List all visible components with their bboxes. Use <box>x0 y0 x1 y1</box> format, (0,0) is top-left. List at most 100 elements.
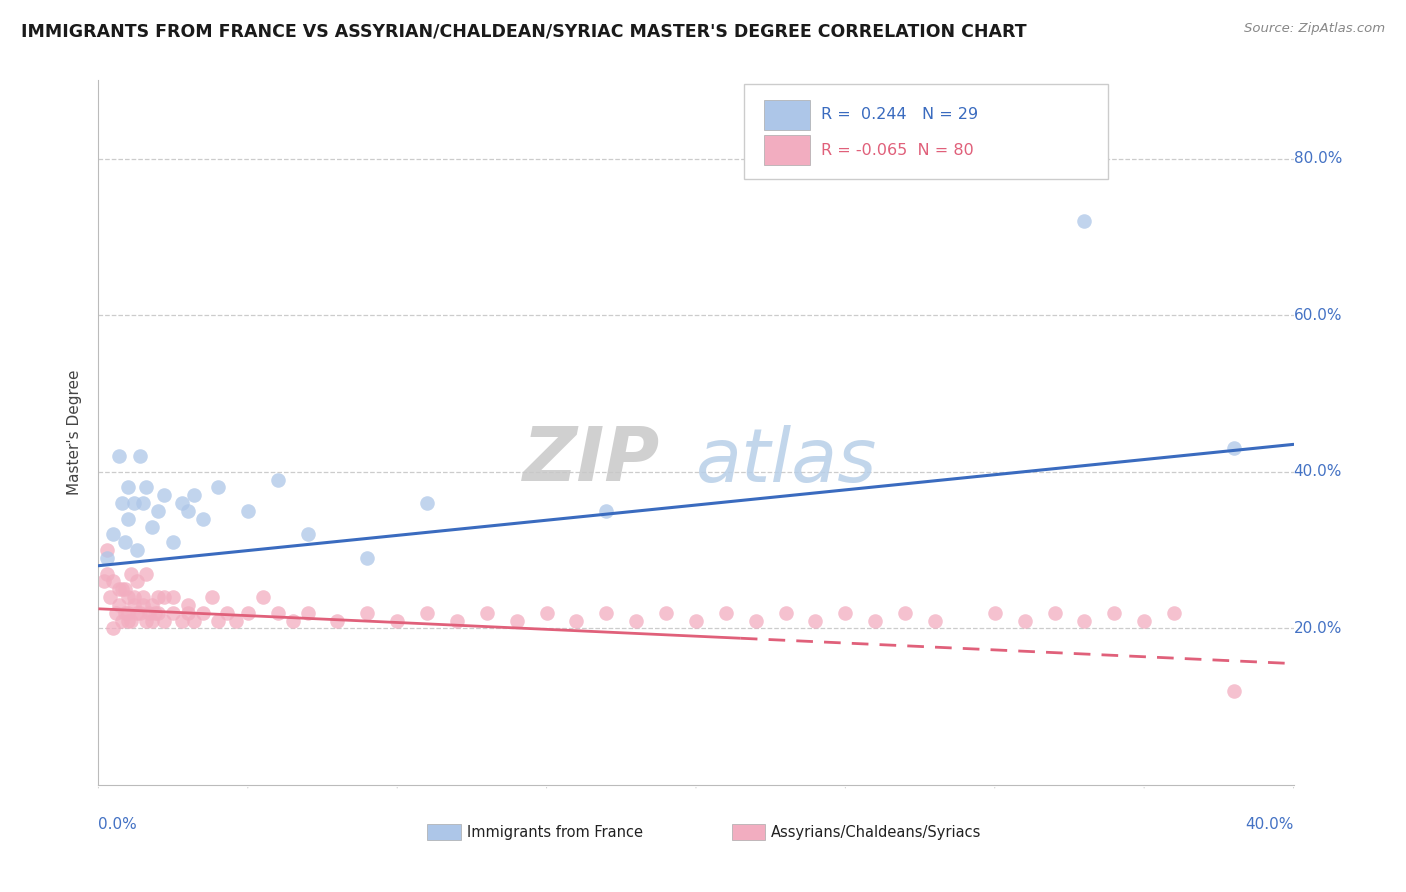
Text: Source: ZipAtlas.com: Source: ZipAtlas.com <box>1244 22 1385 36</box>
Point <box>153 614 176 628</box>
Point <box>865 614 887 628</box>
Point <box>745 614 768 628</box>
Text: ZIP: ZIP <box>523 425 661 498</box>
Point <box>114 535 136 549</box>
Point <box>103 621 125 635</box>
FancyBboxPatch shape <box>744 84 1108 179</box>
Point <box>148 606 170 620</box>
Text: 80.0%: 80.0% <box>1294 151 1341 166</box>
Point <box>124 598 146 612</box>
Text: 20.0%: 20.0% <box>1294 621 1341 636</box>
Point <box>655 606 678 620</box>
Point <box>141 614 163 628</box>
Point <box>1133 614 1156 628</box>
Point <box>834 606 856 620</box>
Point <box>117 606 139 620</box>
Point <box>201 590 224 604</box>
Point <box>162 606 184 620</box>
Point <box>416 606 439 620</box>
Point <box>356 550 378 565</box>
Point <box>117 512 139 526</box>
Point <box>714 606 737 620</box>
Point <box>143 606 166 620</box>
Point <box>141 519 163 533</box>
Point <box>565 614 588 628</box>
Point <box>804 614 827 628</box>
Point <box>108 598 131 612</box>
Point <box>236 504 259 518</box>
Point <box>96 550 118 565</box>
Point <box>207 614 229 628</box>
Point <box>356 606 378 620</box>
Point <box>281 614 304 628</box>
Point <box>297 527 319 541</box>
Point <box>96 566 118 581</box>
Point <box>1073 214 1095 228</box>
Point <box>120 566 142 581</box>
Point <box>103 574 125 589</box>
Point <box>1073 614 1095 628</box>
Point <box>536 606 558 620</box>
Point <box>124 496 146 510</box>
Point <box>153 590 176 604</box>
Point <box>595 504 617 518</box>
Point <box>135 480 157 494</box>
Point <box>775 606 797 620</box>
Text: 60.0%: 60.0% <box>1294 308 1341 323</box>
Point <box>183 614 205 628</box>
Text: Immigrants from France: Immigrants from France <box>467 825 643 839</box>
Point <box>183 488 205 502</box>
Point <box>685 614 707 628</box>
FancyBboxPatch shape <box>427 824 461 840</box>
FancyBboxPatch shape <box>733 824 765 840</box>
Point <box>114 606 136 620</box>
Point <box>506 614 529 628</box>
Point <box>236 606 259 620</box>
Point <box>108 582 131 597</box>
Point <box>117 614 139 628</box>
Point <box>1163 606 1185 620</box>
Text: 40.0%: 40.0% <box>1294 464 1341 479</box>
Text: 40.0%: 40.0% <box>1246 817 1294 831</box>
Point <box>129 606 152 620</box>
Point <box>177 504 200 518</box>
Point <box>1223 442 1246 456</box>
Point <box>132 590 155 604</box>
Text: R =  0.244   N = 29: R = 0.244 N = 29 <box>821 107 979 122</box>
Text: IMMIGRANTS FROM FRANCE VS ASSYRIAN/CHALDEAN/SYRIAC MASTER'S DEGREE CORRELATION C: IMMIGRANTS FROM FRANCE VS ASSYRIAN/CHALD… <box>21 22 1026 40</box>
Point <box>177 606 200 620</box>
Point <box>129 449 152 463</box>
Point <box>111 496 134 510</box>
Point <box>894 606 917 620</box>
Point <box>416 496 439 510</box>
Point <box>225 614 247 628</box>
FancyBboxPatch shape <box>763 100 810 129</box>
FancyBboxPatch shape <box>763 136 810 165</box>
Point <box>93 574 115 589</box>
Point <box>114 582 136 597</box>
Point <box>446 614 468 628</box>
Point <box>215 606 238 620</box>
Point <box>326 614 349 628</box>
Point <box>148 590 170 604</box>
Point <box>111 582 134 597</box>
Point <box>120 614 142 628</box>
Point <box>127 543 149 558</box>
Point <box>108 449 131 463</box>
Point <box>148 504 170 518</box>
Point <box>105 606 128 620</box>
Point <box>297 606 319 620</box>
Point <box>103 527 125 541</box>
Point <box>207 480 229 494</box>
Point <box>172 614 194 628</box>
Point <box>138 606 160 620</box>
Point <box>1043 606 1066 620</box>
Point <box>1104 606 1126 620</box>
Text: 0.0%: 0.0% <box>98 817 138 831</box>
Point <box>127 574 149 589</box>
Point <box>924 614 946 628</box>
Point <box>191 512 214 526</box>
Point <box>135 566 157 581</box>
Point <box>117 590 139 604</box>
Point <box>153 488 176 502</box>
